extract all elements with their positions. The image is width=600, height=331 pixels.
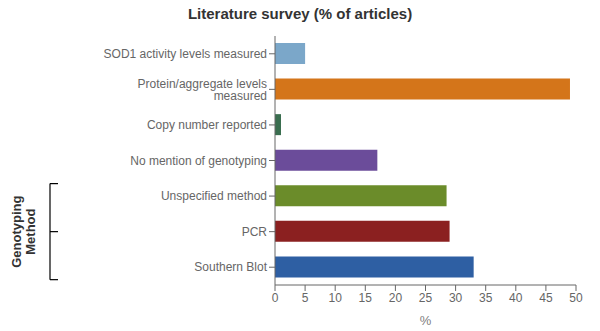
svg-text:10: 10	[329, 291, 343, 305]
svg-text:20: 20	[389, 291, 403, 305]
svg-text:No mention of genotyping: No mention of genotyping	[130, 154, 267, 168]
svg-text:Protein/aggregate levelsmeasur: Protein/aggregate levelsmeasured	[138, 77, 267, 103]
svg-text:35: 35	[479, 291, 493, 305]
svg-text:GenotypingMethod: GenotypingMethod	[9, 195, 38, 267]
svg-text:SOD1 activity levels measured: SOD1 activity levels measured	[104, 47, 267, 61]
svg-text:Unspecified method: Unspecified method	[161, 189, 267, 203]
svg-text:15: 15	[359, 291, 373, 305]
svg-text:Southern Blot: Southern Blot	[194, 260, 267, 274]
svg-text:PCR: PCR	[242, 225, 268, 239]
svg-text:30: 30	[449, 291, 463, 305]
svg-text:0: 0	[272, 291, 279, 305]
svg-text:40: 40	[509, 291, 523, 305]
svg-text:50: 50	[569, 291, 583, 305]
svg-text:5: 5	[302, 291, 309, 305]
html-text:Literature survey (% of articl: Literature survey (% of articles)	[187, 5, 413, 22]
svg-text:Copy number reported: Copy number reported	[147, 118, 267, 132]
svg-text:25: 25	[419, 291, 433, 305]
svg-text:45: 45	[539, 291, 553, 305]
svg-text:%: %	[420, 313, 432, 328]
